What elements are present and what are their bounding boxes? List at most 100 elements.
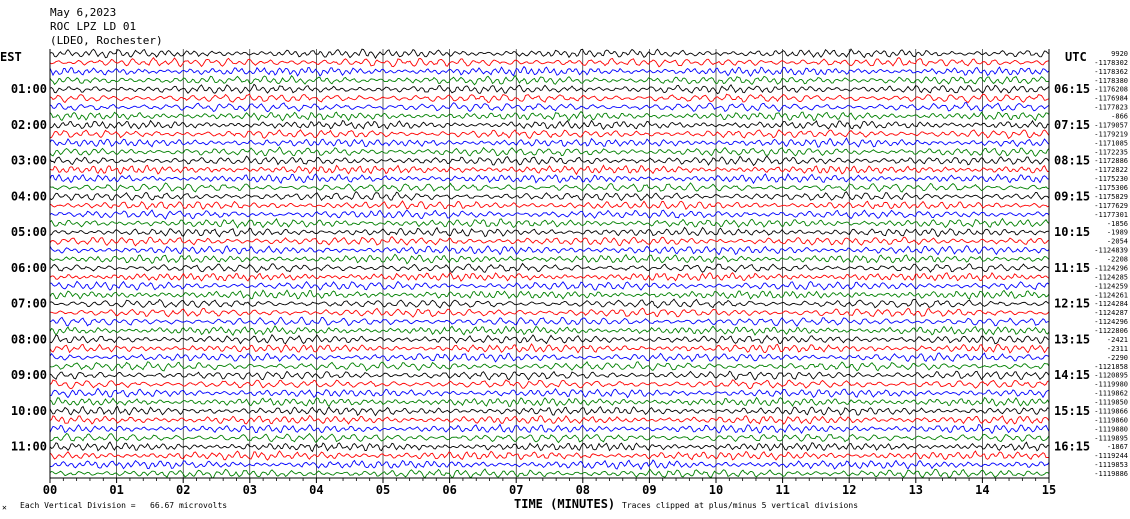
utc-axis-label: UTC [1065,50,1087,64]
trace-offset-label: 9920 [1111,50,1128,58]
utc-hour-label: 09:15 [1054,189,1090,203]
trace-offset-label: -1867 [1107,443,1128,451]
seismic-trace [49,56,1050,68]
seismic-trace [49,379,1050,390]
seismic-trace [49,102,1050,113]
trace-offset-label: -1172822 [1094,166,1128,174]
seismic-trace [49,316,1050,327]
x-tick-label: 07 [509,483,523,497]
seismic-trace [49,441,1050,453]
trace-offset-label: -1124284 [1094,300,1128,308]
utc-hour-label: 07:15 [1054,118,1090,132]
trace-offset-label: -1124296 [1094,318,1128,326]
seismic-trace [49,352,1050,363]
x-tick-label: 12 [842,483,856,497]
trace-offset-label: -1177301 [1094,211,1128,219]
seismic-trace [49,280,1050,291]
trace-offset-label: -1121858 [1094,363,1128,371]
trace-offset-label: -1124285 [1094,273,1128,281]
seismic-trace [49,209,1050,220]
trace-offset-label: -2311 [1107,345,1128,353]
trace-offset-label: -1124261 [1094,291,1128,299]
trace-offset-label: -1119862 [1094,390,1128,398]
utc-hour-label: 13:15 [1054,332,1090,346]
x-tick-label: 01 [109,483,123,497]
est-hour-label: 01:00 [11,82,47,96]
est-hour-label: 04:00 [11,189,47,203]
seismic-trace [49,110,1050,122]
est-hour-label: 07:00 [11,297,47,311]
trace-offset-label: -1176208 [1094,86,1128,94]
seismic-trace [49,370,1050,381]
seismic-trace [49,271,1050,282]
seismic-trace [49,173,1050,185]
seismic-trace [49,468,1050,479]
seismic-trace [49,423,1050,435]
seismic-trace [49,146,1050,157]
trace-offset-label: -1178362 [1094,68,1128,76]
x-tick-label: 08 [576,483,590,497]
est-hour-label: 11:00 [11,440,47,454]
x-tick-label: 02 [176,483,190,497]
x-axis-title: TIME (MINUTES) [514,497,616,511]
seismic-trace [49,182,1050,193]
scale-note: Each Vertical Division = 66.67 microvolt… [20,501,228,510]
trace-offset-label: -1119886 [1094,470,1128,478]
x-tick-label: 11 [775,483,789,497]
trace-offset-label: -866 [1111,113,1128,121]
seismic-trace [49,262,1050,274]
est-hour-label: 05:00 [11,225,47,239]
network-label: (LDEO, Rochester) [50,34,163,47]
seismic-trace [49,235,1050,247]
utc-hour-label: 10:15 [1054,225,1090,239]
trace-offset-label: -1989 [1107,229,1128,237]
utc-hour-label: 15:15 [1054,404,1090,418]
seismic-trace [49,387,1050,399]
seismic-trace [49,289,1050,300]
trace-offset-label: -1124259 [1094,282,1128,290]
x-tick-label: 03 [243,483,257,497]
x-tick-label: 15 [1042,483,1056,497]
est-hour-label: 03:00 [11,154,47,168]
seismic-trace [49,226,1050,238]
seismic-trace [49,432,1050,444]
seismic-trace [49,137,1050,148]
utc-hour-label: 08:15 [1054,154,1090,168]
trace-offset-label: -1175306 [1094,184,1128,192]
trace-offset-label: -1179057 [1094,121,1128,129]
x-tick-label: 05 [376,483,390,497]
seismic-trace [49,361,1050,372]
trace-offset-label: -1120895 [1094,372,1128,380]
seismic-trace [49,325,1050,337]
trace-offset-label: -1179219 [1094,130,1128,138]
est-hour-label: 02:00 [11,118,47,132]
seismic-trace [49,253,1050,265]
seismic-trace [49,450,1050,461]
seismic-trace [49,129,1050,140]
seismic-trace [49,65,1050,77]
est-hour-label: 06:00 [11,261,47,275]
trace-offset-label: -1171085 [1094,139,1128,147]
utc-hour-label: 06:15 [1054,82,1090,96]
utc-hour-label: 14:15 [1054,368,1090,382]
seismic-trace [49,119,1050,131]
trace-offset-label: -1119866 [1094,407,1128,415]
seismic-trace [49,343,1050,354]
seismic-trace [49,245,1050,256]
est-hour-label: 08:00 [11,332,47,346]
seismic-trace [49,405,1050,417]
trace-offset-label: -1175829 [1094,193,1128,201]
trace-offset-label: -1122806 [1094,327,1128,335]
seismic-trace [49,396,1050,408]
seismic-trace [49,83,1050,95]
trace-offset-label: -1178302 [1094,59,1128,67]
trace-offset-label: -1177823 [1094,104,1128,112]
seismic-trace [49,333,1050,345]
x-tick-label: 14 [975,483,989,497]
trace-offset-label: -2290 [1107,354,1128,362]
utc-hour-label: 16:15 [1054,440,1090,454]
seismic-trace [49,307,1050,318]
seismic-trace [49,93,1050,104]
station-code: ROC LPZ LD 01 [50,20,137,33]
